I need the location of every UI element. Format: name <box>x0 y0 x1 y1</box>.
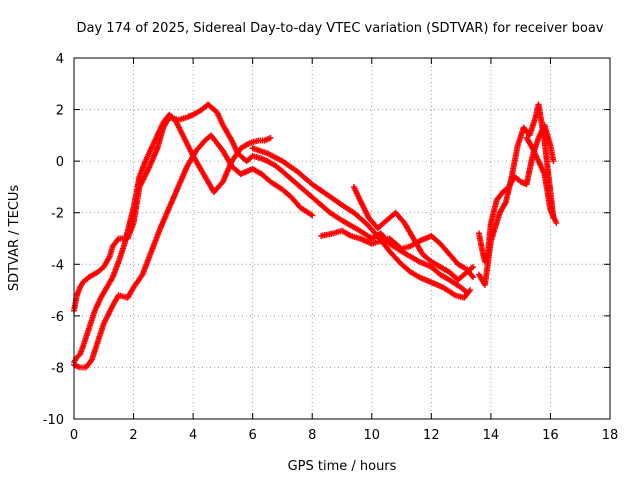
y-axis-label: SDTVAR / TECUs <box>7 185 22 292</box>
series-track-f <box>350 183 477 283</box>
series-track-e <box>318 227 477 281</box>
x-tick-label: 6 <box>249 428 257 443</box>
data-marks <box>71 101 560 371</box>
x-tick-label: 10 <box>364 428 381 443</box>
data-point <box>469 272 476 279</box>
data-point <box>470 274 477 281</box>
data-point <box>467 287 474 294</box>
x-tick-label: 0 <box>70 428 78 443</box>
x-tick-label: 14 <box>483 428 500 443</box>
y-tick-label: -10 <box>43 413 64 428</box>
x-tick-label: 12 <box>423 428 440 443</box>
x-tick-label: 8 <box>308 428 316 443</box>
series-track-h <box>475 101 557 288</box>
data-point <box>550 158 557 165</box>
data-point <box>466 288 473 295</box>
x-tick-label: 4 <box>189 428 197 443</box>
y-tick-label: 2 <box>56 104 64 119</box>
series-track-a <box>71 101 471 314</box>
y-tick-label: -8 <box>51 361 64 376</box>
chart-title: Day 174 of 2025, Sidereal Day-to-day VTE… <box>77 21 604 36</box>
y-tick-label: -6 <box>51 310 64 325</box>
data-point <box>114 236 121 243</box>
y-tick-label: -2 <box>51 207 64 222</box>
data-point <box>553 220 560 227</box>
series-track-b <box>71 111 274 366</box>
plot-frame <box>73 57 611 420</box>
data-point <box>470 263 477 270</box>
x-axis-label: GPS time / hours <box>288 459 397 474</box>
y-tick-label: 0 <box>56 155 64 170</box>
y-tick-label: 4 <box>56 52 64 67</box>
x-tick-label: 16 <box>542 428 559 443</box>
x-tick-labels: 0 2 4 6 8 10 12 14 16 18 <box>70 428 618 443</box>
data-point <box>267 134 274 141</box>
series-track-d <box>249 145 474 301</box>
y-tick-labels: 4 2 0 -2 -4 -6 -8 -10 <box>43 52 64 428</box>
x-tick-label: 2 <box>129 428 137 443</box>
x-tick-label: 18 <box>602 428 619 443</box>
series-track-c <box>71 132 316 371</box>
y-tick-label: -4 <box>51 258 64 273</box>
data-point <box>309 212 316 219</box>
series-track-i <box>523 134 560 227</box>
